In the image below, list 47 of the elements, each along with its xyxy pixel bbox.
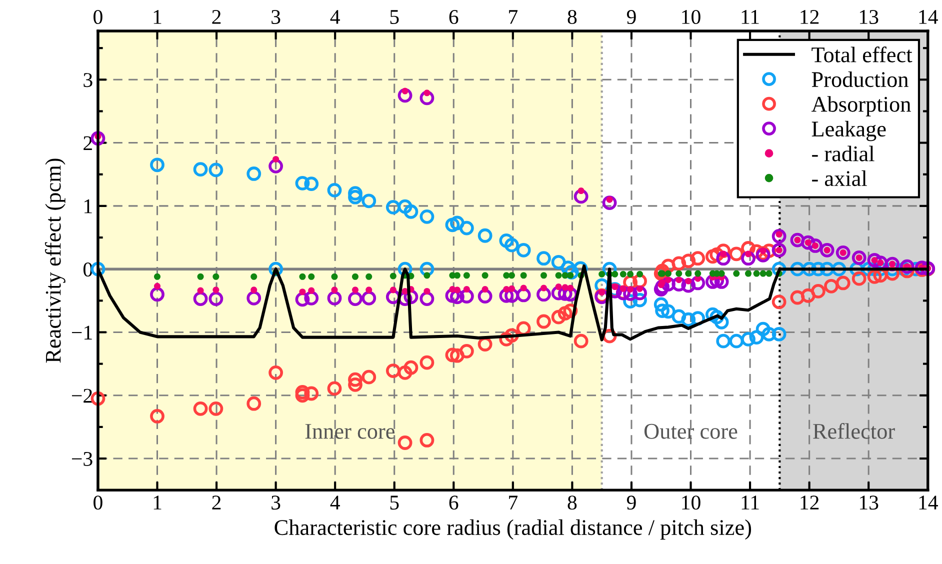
x-tick-label: 14 xyxy=(919,496,938,510)
y-tick-label: −3 xyxy=(72,452,92,466)
x-tick-label: 4 xyxy=(330,496,340,510)
x2-tick-label: 0 xyxy=(94,10,102,24)
y-tick-label: 2 xyxy=(84,136,92,150)
x-tick-label: 7 xyxy=(509,496,518,510)
x2-tick-label: 8 xyxy=(568,10,577,24)
x2-tick-label: 1 xyxy=(154,10,162,24)
legend-label: Absorption xyxy=(811,96,911,116)
x2-tick-label: 14 xyxy=(919,10,938,24)
x2-tick-label: 12 xyxy=(800,10,819,24)
y-axis-title: Reactivity effect (pcm) xyxy=(44,158,66,363)
legend-label: Leakage xyxy=(812,120,886,142)
legend-label: Production xyxy=(812,71,908,88)
x2-tick-label: 10 xyxy=(682,10,700,24)
x2-tick-label: 6 xyxy=(449,10,458,24)
x-tick-label: 6 xyxy=(449,496,458,510)
x-tick-label: 8 xyxy=(568,496,577,510)
x-tick-label: 1 xyxy=(154,496,162,510)
band-label: Reflector xyxy=(813,422,895,439)
legend-label: - radial xyxy=(812,146,874,162)
x2-tick-label: 11 xyxy=(742,10,759,24)
annotation: Outer core xyxy=(644,424,738,439)
x-tick-label: 9 xyxy=(626,496,636,510)
x2-tick-label: 9 xyxy=(626,10,636,24)
x-axis-title: Characteristic core radius (radial distance / pitch size) xyxy=(274,519,752,540)
x-tick-label: 0 xyxy=(94,496,102,510)
y-tick-label: −1 xyxy=(72,326,92,340)
x-tick-label: 11 xyxy=(742,496,759,510)
x2-tick-label: 2 xyxy=(212,10,221,24)
y-tick-label: −2 xyxy=(72,388,92,403)
x-tick-label: 2 xyxy=(212,496,221,510)
x2-tick-label: 7 xyxy=(509,10,518,24)
band-label: Inner core xyxy=(305,424,394,439)
x-tick-label: 3 xyxy=(272,496,280,510)
x-tick-label: 12 xyxy=(800,496,819,510)
x2-tick-label: 13 xyxy=(860,10,878,24)
x-tick-label: 13 xyxy=(860,496,878,510)
legend-label: - axial xyxy=(812,170,867,186)
y-tick-label: 1 xyxy=(84,199,92,214)
x-tick-label: 5 xyxy=(390,496,399,510)
x-tick-label: 10 xyxy=(682,496,700,510)
x2-tick-label: 5 xyxy=(390,10,399,24)
legend-label: Total effect xyxy=(812,46,912,62)
x2-tick-label: 3 xyxy=(272,10,280,24)
y-tick-label: 3 xyxy=(84,73,92,88)
x2-tick-label: 4 xyxy=(330,10,340,24)
